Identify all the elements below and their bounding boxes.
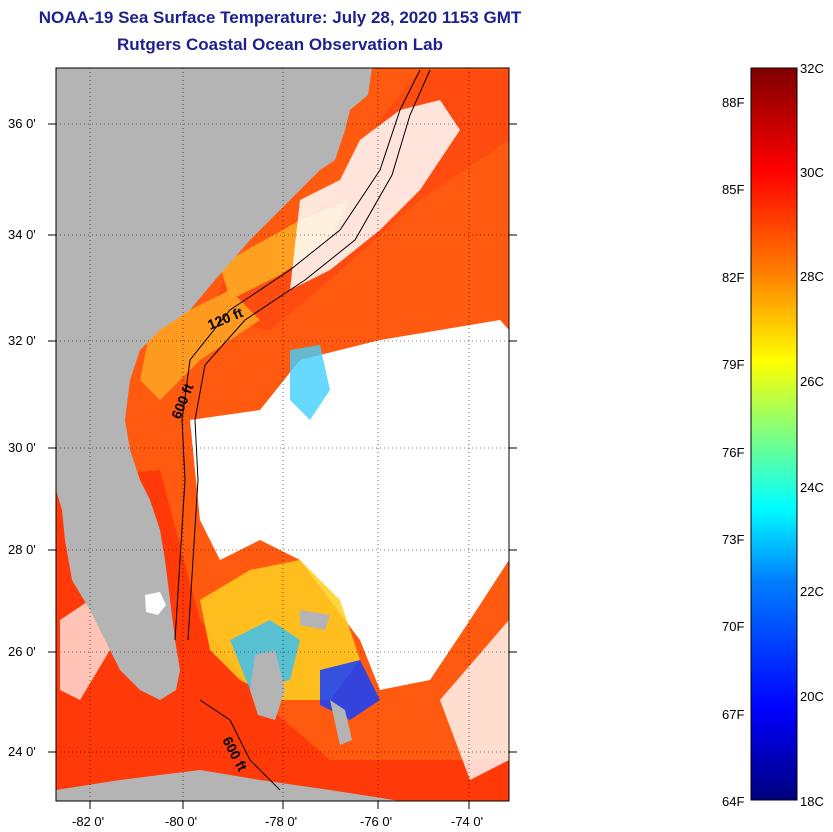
land-eleuthera: [330, 700, 352, 745]
contour-120ft: [174, 69, 421, 641]
colorbar: [750, 67, 798, 801]
lat-label: 28 0': [8, 542, 36, 557]
axis-ticks: [48, 123, 517, 809]
lat-label: 34 0': [8, 227, 36, 242]
colorbar-fahrenheit-label: 64F: [722, 794, 745, 809]
map-title: NOAA-19 Sea Surface Temperature: July 28…: [38, 8, 522, 27]
lat-label: 24 0': [8, 744, 36, 759]
lat-label: 30 0': [8, 440, 36, 455]
colorbar-celsius-label: 32C: [800, 61, 824, 76]
land-grand-bahama: [300, 610, 330, 630]
land-southeast-us: [56, 68, 372, 700]
cloud-cover-southeast: [440, 620, 509, 780]
lon-label: -80 0': [165, 814, 198, 829]
ocean-hot-water: [56, 470, 509, 801]
cloud-cover-north: [290, 100, 460, 290]
colorbar-celsius-label: 26C: [800, 374, 824, 389]
colorbar-fahrenheit-label: 67F: [722, 707, 745, 722]
land-andros-island: [250, 650, 285, 720]
colorbar-celsius-label: 24C: [800, 480, 824, 495]
colorbar-fahrenheit-label: 73F: [722, 532, 745, 547]
lake-okeechobee: [145, 592, 166, 615]
colorbar-celsius-label: 20C: [800, 689, 824, 704]
lat-label: 36 0': [8, 116, 36, 131]
colorbar-fahrenheit-label: 79F: [722, 357, 745, 372]
colorbar-celsius-label: 30C: [800, 165, 824, 180]
colorbar-fahrenheit-label: 85F: [722, 182, 745, 197]
lon-label: -76 0': [360, 814, 393, 829]
cloud-cover-central: [190, 320, 509, 690]
lon-label: -78 0': [265, 814, 298, 829]
lat-label: 26 0': [8, 644, 36, 659]
map-subtitle: Rutgers Coastal Ocean Observation Lab: [117, 35, 443, 54]
shelf-water-georgia: [140, 290, 260, 400]
contour-600ft: [187, 69, 431, 641]
colorbar-fahrenheit-label: 70F: [722, 619, 745, 634]
colorbar-celsius-label: 28C: [800, 269, 824, 284]
offshore-cool-patch: [290, 345, 330, 420]
lon-label: -82 0': [72, 814, 105, 829]
contour-600ft-south: [199, 699, 281, 791]
colorbar-fahrenheit-label: 88F: [722, 95, 745, 110]
colorbar-celsius-label: 22C: [800, 584, 824, 599]
colorbar-fahrenheit-label: 76F: [722, 445, 745, 460]
lat-label: 32 0': [8, 333, 36, 348]
colorbar-fahrenheit-label: 82F: [722, 270, 745, 285]
colorbar-celsius-label: 18C: [800, 794, 824, 809]
land-cuba: [56, 770, 400, 801]
lon-label: -74 0': [451, 814, 484, 829]
